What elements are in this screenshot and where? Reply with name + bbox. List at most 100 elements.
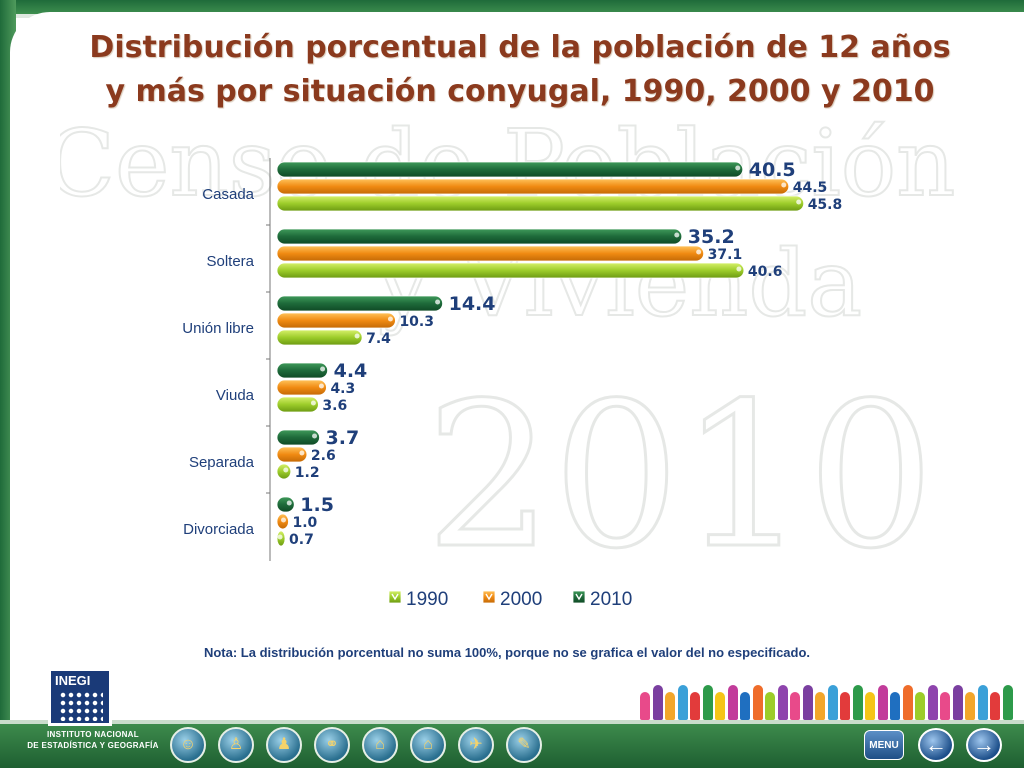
bar-chart: Casada 40.544.545.8 Soltera 35.237.1 40.6 Uni… — [182, 158, 842, 610]
data-label-1990: 40.6 — [748, 264, 783, 280]
map-icon[interactable]: ✈ — [458, 727, 494, 763]
legend-label-2010: 2010 — [590, 589, 632, 610]
title-line-2: y más por situación conyugal, 1990, 2000… — [105, 74, 935, 109]
category-label: Divorciada — [183, 521, 255, 538]
home-icon[interactable]: ⌂ — [410, 727, 446, 763]
bar-1990 — [276, 396, 319, 413]
person-figure — [827, 685, 838, 720]
person-icon[interactable]: ♙ — [218, 727, 254, 763]
bar-highlight — [781, 182, 787, 188]
person-figure — [640, 692, 650, 720]
family-icon[interactable]: ♟ — [266, 727, 302, 763]
person-figure — [840, 692, 850, 720]
bar-2000 — [276, 446, 308, 463]
person-figure — [852, 685, 863, 720]
institution-name: INSTITUTO NACIONAL DE ESTADÍSTICA Y GEOG… — [18, 729, 168, 751]
bar-highlight — [281, 517, 286, 523]
bar-2010 — [276, 161, 744, 178]
data-label-1990: 7.4 — [366, 331, 391, 347]
bar-2010 — [276, 429, 320, 446]
bar-highlight — [299, 450, 305, 456]
person-figure — [1002, 685, 1013, 720]
bar-highlight — [310, 400, 316, 406]
arrow-right-icon[interactable]: → — [966, 728, 1002, 762]
bar-1990 — [276, 262, 745, 279]
bar-highlight — [735, 165, 741, 171]
institution-line-2: DE ESTADÍSTICA Y GEOGRAFÍA — [27, 741, 159, 750]
legend: 1990 2000 2010 — [388, 589, 632, 610]
logo-text: INEGI — [55, 673, 91, 688]
category-label: Casada — [202, 186, 254, 203]
chart-title: Distribución porcentual de la población … — [70, 26, 970, 114]
bar-2000 — [276, 178, 790, 195]
bar-highlight — [736, 266, 742, 272]
person-figure — [777, 685, 788, 720]
person-figure — [890, 692, 900, 720]
bar-2000 — [276, 312, 396, 329]
data-label-2000: 10.3 — [399, 314, 434, 330]
logo-grid — [59, 691, 103, 721]
person-figure — [715, 692, 725, 720]
person-figure — [652, 685, 663, 720]
person-figure — [990, 692, 1000, 720]
person-figure — [915, 692, 925, 720]
person-figure — [902, 685, 913, 720]
legend-swatch-1990 — [388, 590, 402, 604]
person-figure — [740, 692, 750, 720]
document-icon[interactable]: ✎ — [506, 727, 542, 763]
person-figure — [752, 685, 763, 720]
legend-label-1990: 1990 — [406, 589, 448, 610]
category-label: Soltera — [206, 253, 254, 270]
legend-label-2000: 2000 — [500, 589, 542, 610]
bar-2010 — [276, 362, 328, 379]
bar-highlight — [318, 383, 324, 389]
bar-1990 — [276, 329, 363, 346]
data-label-2010: 3.7 — [326, 427, 360, 449]
bar-highlight — [696, 249, 702, 255]
bar-highlight — [283, 467, 289, 473]
bar-1990 — [276, 195, 805, 212]
data-label-1990: 1.2 — [295, 465, 320, 481]
legend-swatch-2000 — [482, 590, 496, 604]
slide-area — [10, 12, 1024, 724]
bar-highlight — [320, 366, 326, 372]
footnote: Nota: La distribución porcentual no suma… — [203, 645, 811, 660]
bar-highlight — [286, 500, 292, 506]
bar-highlight — [312, 433, 318, 439]
top-frame — [0, 0, 1024, 14]
legend-swatch-mark — [485, 593, 493, 601]
bar-highlight — [387, 316, 393, 322]
bar-highlight — [796, 199, 802, 205]
person-figure — [802, 685, 813, 720]
person-figure — [665, 692, 675, 720]
person-figure — [765, 692, 775, 720]
legend-swatch-mark — [575, 593, 583, 601]
arrow-left-icon[interactable]: ← — [918, 728, 954, 762]
institution-line-1: INSTITUTO NACIONAL — [47, 730, 139, 739]
person-figure — [690, 692, 700, 720]
person-figure — [877, 685, 888, 720]
data-label-2010: 40.5 — [749, 159, 796, 181]
legend-swatch-mark — [391, 593, 399, 601]
data-label-2000: 4.3 — [330, 381, 355, 397]
menu-button[interactable]: MENU — [864, 730, 904, 760]
data-label-2000: 1.0 — [293, 515, 318, 531]
person-figure — [952, 685, 963, 720]
people-icon[interactable]: ☺ — [170, 727, 206, 763]
person-figure — [927, 685, 938, 720]
data-label-1990: 0.7 — [289, 532, 314, 548]
person-figure — [977, 685, 988, 720]
people-illustration — [640, 676, 1020, 720]
inegi-logo: INEGI — [48, 668, 112, 726]
person-figure — [865, 692, 875, 720]
couple-icon[interactable]: ⚭ — [314, 727, 350, 763]
house-icon[interactable]: ⌂ — [362, 727, 398, 763]
bar-2000 — [276, 245, 705, 262]
person-figure — [727, 685, 738, 720]
bar-highlight — [354, 333, 360, 339]
category-label: Unión libre — [182, 320, 254, 337]
legend-swatch-2010 — [572, 590, 586, 604]
bottom-bar-line — [0, 720, 1024, 724]
data-label-2000: 2.6 — [311, 448, 336, 464]
bar-highlight — [674, 232, 680, 238]
